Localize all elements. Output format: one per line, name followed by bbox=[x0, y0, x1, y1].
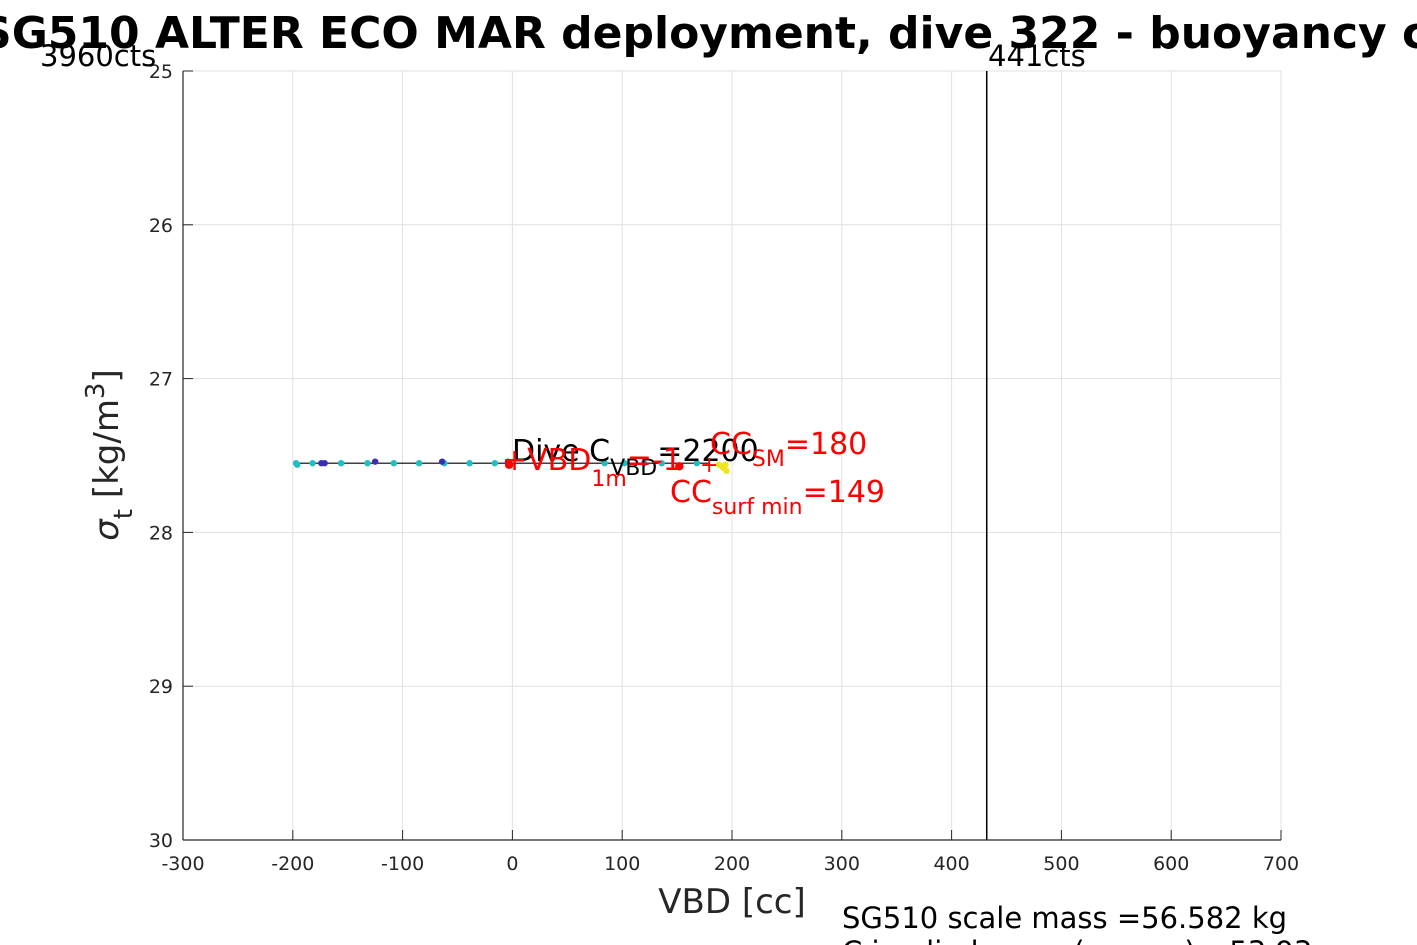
cc-surf-pre: CC bbox=[670, 475, 712, 510]
red-marker bbox=[675, 462, 684, 471]
data-point bbox=[415, 459, 423, 467]
y-axis-sigma: σ bbox=[87, 518, 127, 541]
x-tick-label: 400 bbox=[933, 853, 969, 875]
y-axis-units: [kg/m bbox=[87, 399, 127, 509]
data-point bbox=[491, 459, 499, 467]
grid bbox=[182, 70, 1282, 841]
red-marker bbox=[504, 460, 514, 469]
cc-sm-pre: CC bbox=[710, 427, 752, 462]
x-tick-label: -100 bbox=[381, 853, 424, 875]
cc-sm-post: =180 bbox=[785, 427, 867, 462]
y-axis-units-close: ] bbox=[87, 369, 127, 382]
data-point bbox=[466, 459, 473, 467]
data-point bbox=[438, 458, 446, 465]
x-tick-label: 200 bbox=[714, 853, 750, 875]
data-point bbox=[321, 459, 328, 467]
cc-surf-sub: surf min bbox=[712, 495, 803, 520]
x-tick-label: 300 bbox=[824, 853, 860, 875]
dive-c-post: =2200 bbox=[657, 434, 758, 469]
annotation-plus-mark: + bbox=[700, 453, 718, 478]
svg-text:σt [kg/m3]: σt [kg/m3] bbox=[81, 369, 139, 541]
data-point bbox=[658, 459, 665, 467]
footer-implied-mass: C implied mass (approx) =53.93 bbox=[842, 935, 1312, 945]
x-tick-label: 100 bbox=[604, 853, 640, 875]
y-axis-sub: t bbox=[109, 509, 139, 519]
data-point bbox=[390, 459, 398, 467]
footer-scale-mass: SG510 scale mass =56.582 kg bbox=[842, 901, 1287, 935]
x-tick-label: -200 bbox=[271, 853, 314, 875]
data-point bbox=[309, 459, 316, 467]
y-tick-label: 26 bbox=[149, 215, 173, 237]
data-points bbox=[292, 458, 730, 475]
vbd-1m-pre: +VBD bbox=[502, 443, 591, 478]
axes bbox=[182, 70, 1282, 841]
annotation-cc-sm: CCSM=180 bbox=[710, 427, 867, 472]
x-tick-label: 600 bbox=[1153, 853, 1189, 875]
y-tick-labels: 25 26 27 28 29 30 bbox=[149, 61, 173, 852]
x-tick-labels: -300 -200 -100 0 100 200 300 400 500 600 700 bbox=[161, 853, 1299, 875]
dive-c-sub: VBD bbox=[610, 456, 657, 481]
cc-surf-post: =149 bbox=[803, 475, 885, 510]
annotation-vbd-1m: +VBD1m=-1 bbox=[502, 443, 682, 492]
data-point bbox=[720, 464, 727, 472]
y-axis-label: σt [kg/m3] bbox=[81, 369, 139, 541]
data-point bbox=[621, 459, 628, 467]
y-tick-label: 25 bbox=[149, 61, 173, 83]
y-tick-label: 30 bbox=[149, 830, 173, 852]
data-point bbox=[640, 459, 648, 467]
markers bbox=[504, 460, 684, 471]
annotation-cc-surf-min: CCsurf min=149 bbox=[670, 475, 885, 520]
data-point bbox=[693, 459, 701, 467]
data-point bbox=[364, 459, 371, 467]
data-point bbox=[293, 461, 301, 468]
y-axis-units-sup: 3 bbox=[81, 383, 111, 400]
top-left-count-label: 3960cts bbox=[40, 39, 156, 73]
y-tick-label: 27 bbox=[149, 369, 173, 391]
data-point bbox=[337, 459, 345, 467]
cc-sm-sub: SM bbox=[752, 447, 785, 472]
vbd-1m-post: =-1 bbox=[627, 443, 682, 478]
x-tick-label: -300 bbox=[161, 853, 204, 875]
y-tick-label: 28 bbox=[149, 522, 173, 544]
data-point bbox=[371, 458, 379, 465]
x-tick-label: 500 bbox=[1043, 853, 1079, 875]
x-tick-label: 700 bbox=[1263, 853, 1299, 875]
x-axis-label: VBD [cc] bbox=[658, 882, 806, 922]
data-point bbox=[601, 459, 608, 467]
x-tick-label: 0 bbox=[506, 853, 518, 875]
y-tick-label: 29 bbox=[149, 676, 173, 698]
annotation-dive-c-vbd: Dive CVBD=2200 bbox=[512, 434, 759, 481]
vbd-1m-sub: 1m bbox=[591, 467, 626, 492]
top-right-count-label: 441cts bbox=[988, 39, 1086, 73]
dive-c-pre: Dive C bbox=[512, 434, 610, 469]
chart-title: SG510 ALTER ECO MAR deployment, dive 322… bbox=[0, 8, 1417, 59]
